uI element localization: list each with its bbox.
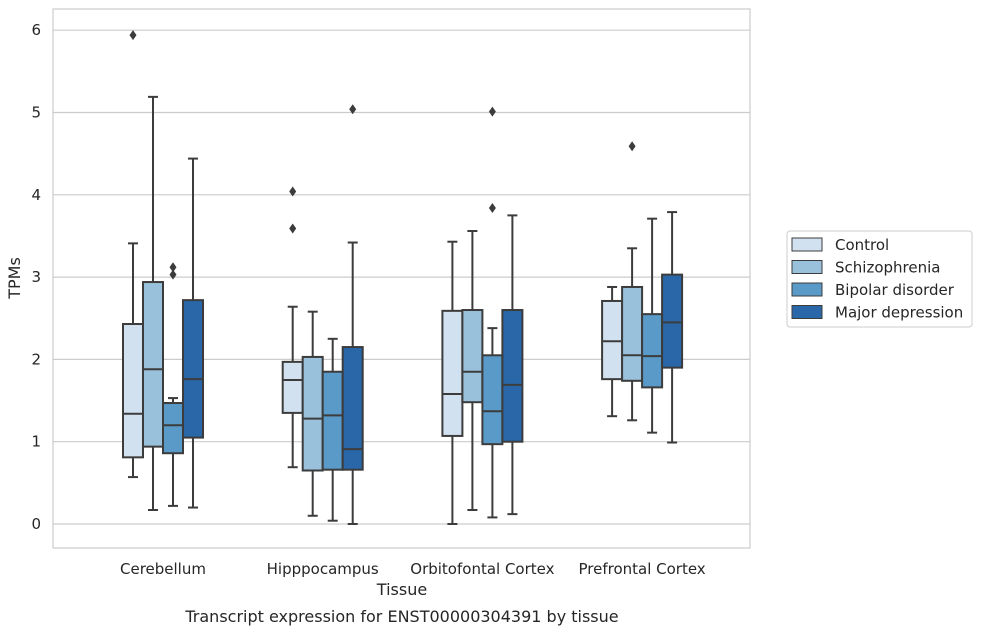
box	[281, 360, 304, 414]
outlier-point	[289, 186, 297, 197]
legend-label: Control	[835, 236, 889, 254]
box	[162, 402, 184, 455]
outlier-point	[488, 202, 496, 213]
outlier-point	[349, 104, 357, 115]
box	[661, 273, 684, 369]
y-tick-labels: 0 1 2 3 4 5 6	[31, 21, 41, 533]
box-group	[162, 262, 184, 507]
y-tick-label: 0	[31, 515, 41, 533]
y-tick-label: 3	[31, 268, 41, 286]
box	[481, 354, 504, 446]
outlier-point	[169, 269, 177, 280]
box	[461, 309, 484, 404]
box-group	[661, 211, 684, 444]
y-tick-label: 1	[31, 433, 41, 451]
legend-swatch	[791, 282, 823, 297]
x-tick-label: Orbitofontal Cortex	[410, 560, 554, 578]
box	[621, 285, 644, 382]
box	[641, 313, 664, 389]
box-group	[321, 337, 344, 522]
box-group	[281, 186, 304, 469]
box-group	[601, 285, 624, 418]
legend-label: Schizophrenia	[835, 259, 940, 277]
box-group	[182, 157, 204, 509]
outlier-point	[488, 106, 496, 117]
x-axis-title: Tissue	[376, 580, 427, 599]
box-group	[341, 104, 364, 525]
box-group	[501, 214, 524, 516]
y-tick-label: 5	[31, 104, 41, 122]
legend-swatch	[791, 237, 823, 252]
x-tick-label: Prefrontal Cortex	[578, 560, 705, 578]
y-axis-title: TPMs	[5, 257, 24, 300]
outlier-point	[129, 30, 137, 41]
box	[501, 309, 524, 443]
box	[122, 323, 144, 459]
boxes	[122, 30, 684, 525]
box-group	[641, 217, 664, 434]
legend-swatch	[791, 305, 823, 319]
legend: Control Schizophrenia Bipolar disorder Majo…	[786, 230, 973, 328]
box	[601, 299, 624, 381]
box-group	[481, 106, 504, 519]
box	[301, 355, 324, 472]
box-group	[142, 95, 164, 512]
y-tick-label: 6	[31, 21, 41, 39]
outlier-point	[169, 262, 177, 273]
outlier-point	[289, 223, 297, 234]
legend-items: Control Schizophrenia Bipolar disorder Majo…	[791, 236, 963, 322]
box	[182, 299, 204, 439]
y-tick-label: 2	[31, 350, 41, 368]
box-group	[621, 141, 644, 422]
plot-frame	[52, 8, 751, 549]
x-tick-label: Hipppocampus	[267, 560, 379, 578]
x-tick-labels: Cerebellum Hipppocampus Orbitofontal Corte…	[120, 560, 706, 578]
legend-swatch	[791, 260, 823, 274]
box	[142, 281, 164, 448]
chart-caption: Transcript expression for ENST0000030439…	[184, 607, 618, 626]
y-tick-label: 4	[31, 186, 41, 204]
box	[341, 346, 364, 471]
legend-frame	[786, 230, 973, 328]
x-tick-label: Cerebellum	[120, 560, 206, 578]
box	[441, 309, 464, 437]
outlier-point	[628, 141, 636, 152]
box	[321, 370, 344, 471]
legend-label: Bipolar disorder	[835, 281, 955, 299]
legend-label: Major depression	[835, 304, 963, 322]
